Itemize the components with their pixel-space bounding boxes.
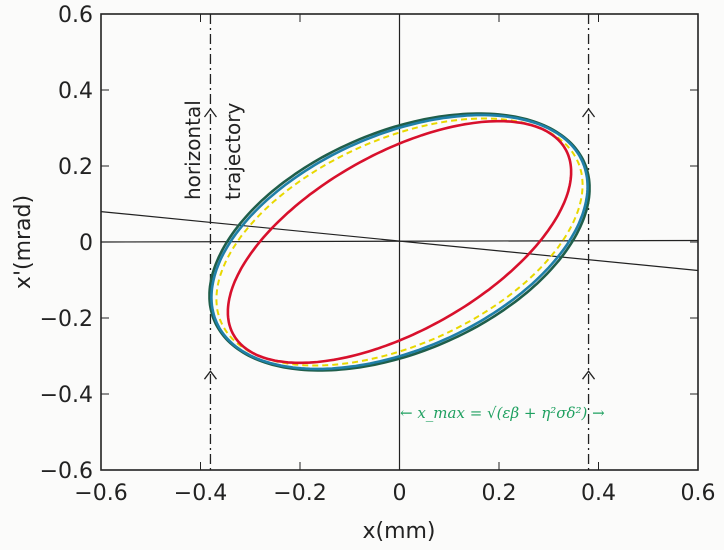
x-axis-label: x(mm) — [362, 519, 435, 544]
y-tick-label: 0.2 — [58, 155, 93, 180]
arrowhead-icon — [582, 107, 596, 118]
y-tick-label: −0.4 — [40, 383, 93, 408]
x-tick-label: 0.4 — [581, 481, 616, 506]
annotation-horizontal: horizontal — [181, 100, 205, 200]
ellipse-1 — [210, 113, 589, 371]
ellipse-3 — [226, 119, 573, 365]
y-tick-label: 0 — [79, 231, 93, 256]
x-tick-label: −0.4 — [174, 481, 227, 506]
y-axis-label: x'(mrad) — [11, 195, 36, 289]
y-tick-label: −0.6 — [40, 459, 93, 484]
x-tick-label: 0.2 — [482, 481, 517, 506]
annotation-trajectory: trajectory — [221, 103, 245, 200]
ellipse-2 — [215, 117, 584, 367]
ellipse-0 — [208, 112, 591, 372]
arrowhead-icon — [203, 370, 217, 380]
x-tick-label: −0.2 — [273, 481, 326, 506]
y-tick-label: 0.6 — [58, 3, 93, 28]
y-tick-label: −0.2 — [40, 307, 93, 332]
arrowhead-icon — [582, 370, 596, 380]
x-tick-label: 0.6 — [681, 481, 716, 506]
x-tick-label: −0.6 — [74, 481, 127, 506]
y-tick-label: 0.4 — [58, 79, 93, 104]
arrowhead-icon — [203, 107, 217, 118]
x-tick-label: 0 — [393, 481, 407, 506]
annotation-xmax-equation: ← x_max = √(εβ + η²σδ²) → — [400, 404, 605, 422]
